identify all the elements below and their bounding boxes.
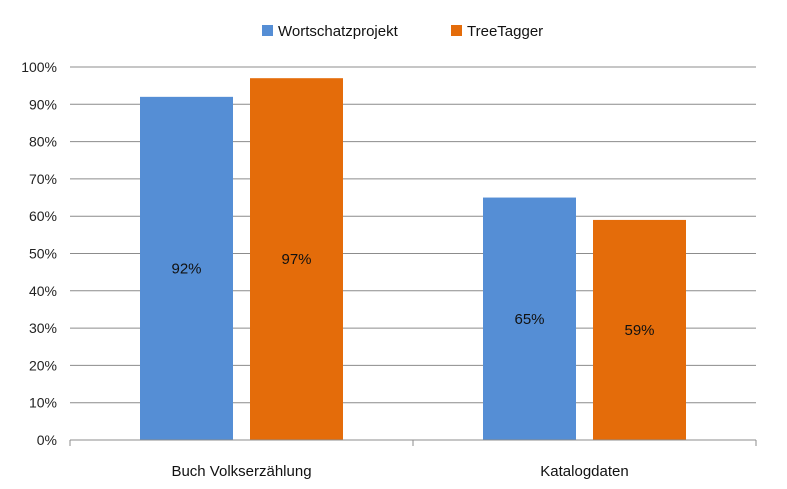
bar [250,78,343,440]
x-axis: Buch Volkserzählung Katalogdaten [69,439,757,480]
legend-swatch [262,25,273,36]
y-tick-label: 30% [29,320,57,336]
bar-data-label: 92% [171,260,201,277]
y-tick-label: 90% [29,96,57,112]
bar [593,219,686,440]
legend-label: Wortschatzprojekt [278,23,399,40]
y-tick-label: 0% [37,432,57,448]
y-tick-label: 100% [21,59,57,75]
y-tick-label: 50% [29,246,57,262]
y-tick-label: 70% [29,171,57,187]
y-tick-label: 40% [29,283,57,299]
x-category-label: Katalogdaten [540,463,628,480]
y-tick-label: 20% [29,357,57,373]
y-tick-label: 80% [29,134,57,150]
bar [140,96,233,440]
legend-swatch [451,25,462,36]
legend-label: TreeTagger [467,23,543,40]
bar-data-label: 65% [514,311,544,328]
bar [483,197,576,440]
x-category-label: Buch Volkserzählung [171,463,311,480]
bars: 92% 97% 65% 59% [140,78,686,440]
bar-data-label: 97% [281,251,311,268]
y-tick-label: 60% [29,208,57,224]
y-tick-label: 10% [29,395,57,411]
y-axis-tick-labels: 0% 10% 20% 30% 40% 50% 60% 70% 80% 90% 100% [21,59,57,448]
legend: Wortschatzprojekt TreeTagger [262,23,543,40]
bar-data-label: 59% [624,322,654,339]
